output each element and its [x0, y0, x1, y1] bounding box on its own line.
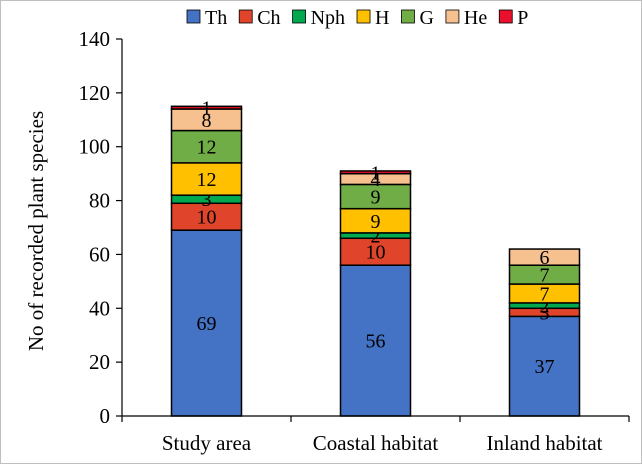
legend-label: Nph — [311, 7, 345, 29]
legend-label: He — [464, 7, 487, 29]
data-label: 8 — [202, 110, 212, 132]
y-tick-label: 120 — [79, 81, 111, 105]
x-axis: Study area Coastal habitat Inland habitat — [121, 415, 630, 455]
bar-segment — [339, 237, 412, 266]
y-tick-label: 60 — [89, 242, 110, 266]
legend-swatch — [498, 9, 513, 24]
data-label: 3 — [540, 302, 550, 324]
bar-segment — [170, 202, 243, 231]
legend: Th Ch Nph H G He P — [186, 7, 528, 29]
x-tick-label: Coastal habitat — [313, 431, 439, 455]
data-label: 9 — [371, 187, 381, 209]
bar-segment — [170, 105, 243, 110]
data-label: 37 — [535, 356, 555, 378]
data-label: 12 — [197, 169, 217, 191]
data-label: 1 — [202, 98, 212, 120]
data-label: 7 — [540, 283, 550, 305]
data-label: 1 — [371, 162, 381, 184]
legend-swatch — [186, 9, 201, 24]
data-label: 3 — [202, 189, 212, 211]
data-label: 10 — [366, 242, 386, 264]
data-label: 56 — [366, 331, 386, 353]
y-tick-label: 40 — [89, 296, 110, 320]
y-tick-label: 20 — [89, 350, 110, 374]
legend-swatch — [401, 9, 415, 24]
data-label: 4 — [371, 169, 381, 191]
data-label: 2 — [371, 226, 381, 248]
data-label: 6 — [540, 247, 550, 269]
data-label: 10 — [197, 207, 217, 229]
data-label: 12 — [197, 137, 217, 159]
legend-swatch — [356, 9, 371, 24]
bar-segment — [339, 207, 412, 234]
y-tick-label: 80 — [89, 189, 110, 213]
legend-label: Ch — [257, 7, 280, 29]
data-label: 7 — [540, 265, 550, 287]
legend-label: P — [517, 7, 528, 29]
bar-segment — [508, 248, 581, 266]
legend-label: H — [375, 7, 389, 29]
data-label: 2 — [540, 296, 550, 318]
data-label: 69 — [197, 313, 217, 335]
legend-swatch — [445, 9, 460, 24]
x-tick-label: Inland habitat — [486, 431, 602, 455]
y-tick-label: 140 — [79, 27, 111, 51]
bar-segment — [339, 170, 412, 175]
legend-label: G — [419, 7, 433, 29]
legend-swatch — [238, 9, 253, 24]
bar-segment — [170, 229, 243, 417]
bar-segment — [170, 162, 243, 196]
y-tick-label: 0 — [100, 404, 111, 428]
legend-swatch — [292, 9, 306, 24]
x-tick-label: Study area — [162, 431, 252, 455]
y-axis-title: No of recorded plant species — [24, 111, 48, 351]
y-tick-label: 100 — [79, 135, 111, 159]
legend-label: Th — [205, 7, 227, 29]
y-axis: 0 20 40 60 80 100 120 140 — [79, 27, 123, 428]
data-label: 9 — [371, 211, 381, 233]
